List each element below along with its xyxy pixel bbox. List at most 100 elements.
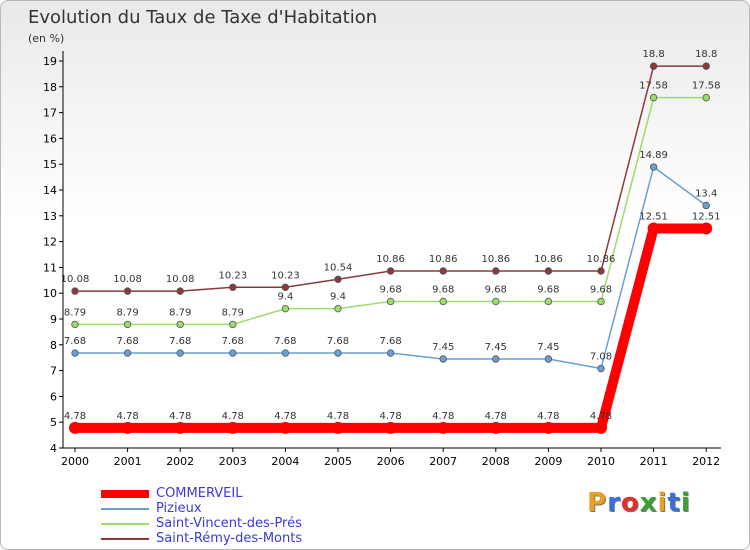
y-tick-label: 13 [43, 210, 57, 223]
data-label-saint-vincent-des-pres: 17.58 [639, 81, 668, 92]
legend-swatch [101, 523, 149, 525]
data-point-saint-vincent-des-pres [386, 297, 395, 306]
data-point-commerveil [69, 421, 81, 434]
data-label-pizieux: 7.08 [590, 352, 612, 363]
legend-label: Pizieux [156, 501, 202, 516]
data-label-commerveil: 4.78 [590, 411, 612, 422]
x-tick-label: 2012 [692, 455, 720, 468]
data-point-pizieux [492, 355, 500, 363]
x-tick-label: 2006 [377, 455, 405, 468]
data-point-saint-remy-des-monts [492, 267, 500, 275]
y-tick-label: 9 [50, 313, 57, 326]
data-label-commerveil: 12.51 [692, 211, 721, 222]
data-label-pizieux: 7.45 [432, 342, 454, 353]
y-tick-label: 8 [50, 339, 57, 352]
legend-label: Saint-Rémy-des-Monts [156, 531, 303, 546]
data-label-pizieux: 7.68 [379, 336, 401, 347]
data-point-saint-vincent-des-pres [176, 320, 184, 329]
data-point-saint-remy-des-monts [176, 287, 184, 295]
data-label-commerveil: 4.78 [64, 411, 86, 422]
data-point-saint-remy-des-monts [281, 283, 290, 291]
data-point-commerveil [384, 421, 397, 434]
data-point-saint-remy-des-monts [597, 267, 605, 275]
data-label-saint-vincent-des-pres: 8.79 [222, 307, 244, 318]
data-label-pizieux: 7.68 [169, 336, 191, 347]
data-point-saint-vincent-des-pres [123, 320, 132, 329]
data-label-saint-remy-des-monts: 10.86 [587, 254, 616, 265]
data-label-saint-vincent-des-pres: 9.68 [485, 284, 507, 295]
data-point-saint-vincent-des-pres [492, 297, 500, 306]
legend-swatch [101, 490, 149, 498]
data-point-pizieux [176, 349, 184, 357]
chart-title: Evolution du Taux de Taxe d'Habitation [28, 7, 378, 28]
data-point-pizieux [386, 349, 395, 357]
y-tick-label: 7 [50, 365, 57, 378]
data-label-saint-remy-des-monts: 10.08 [113, 274, 142, 285]
data-label-saint-remy-des-monts: 10.08 [166, 274, 195, 285]
data-point-saint-vincent-des-pres [439, 297, 447, 306]
legend-label: Saint-Vincent-des-Prés [156, 516, 302, 531]
logo-letter: i [680, 488, 691, 518]
data-label-saint-remy-des-monts: 18.8 [695, 49, 717, 60]
data-label-pizieux: 7.68 [64, 336, 86, 347]
data-label-commerveil: 4.78 [116, 411, 138, 422]
data-point-saint-vincent-des-pres [649, 93, 658, 102]
data-point-pizieux [649, 163, 658, 171]
data-label-saint-vincent-des-pres: 8.79 [116, 307, 138, 318]
y-tick-label: 11 [43, 261, 57, 274]
data-point-pizieux [229, 349, 237, 357]
data-label-saint-remy-des-monts: 10.86 [376, 254, 405, 265]
data-point-saint-remy-des-monts [334, 275, 342, 283]
data-label-pizieux: 7.68 [327, 336, 349, 347]
data-label-commerveil: 4.78 [274, 411, 296, 422]
data-label-saint-vincent-des-pres: 9.68 [537, 284, 559, 295]
data-point-saint-vincent-des-pres [71, 320, 79, 329]
data-label-saint-vincent-des-pres: 9.68 [379, 284, 401, 295]
data-label-commerveil: 12.51 [639, 211, 668, 222]
data-label-pizieux: 7.45 [485, 342, 507, 353]
data-point-saint-vincent-des-pres [334, 304, 342, 313]
data-point-pizieux [334, 349, 342, 357]
data-label-commerveil: 4.78 [432, 411, 454, 422]
data-point-commerveil [595, 421, 607, 434]
data-point-saint-vincent-des-pres [281, 304, 290, 313]
data-point-commerveil [700, 222, 713, 235]
y-tick-label: 15 [43, 158, 57, 171]
y-tick-label: 14 [43, 184, 57, 197]
data-label-saint-vincent-des-pres: 9.4 [277, 292, 293, 303]
data-label-saint-vincent-des-pres: 9.4 [330, 292, 346, 303]
y-tick-label: 17 [43, 107, 57, 120]
data-label-commerveil: 4.78 [379, 411, 401, 422]
data-point-commerveil [226, 421, 239, 434]
data-label-commerveil: 4.78 [537, 411, 559, 422]
data-point-pizieux [702, 201, 710, 210]
x-tick-label: 2004 [271, 455, 299, 468]
y-tick-label: 10 [43, 287, 57, 300]
logo-letter: o [620, 488, 640, 518]
x-tick-label: 2007 [429, 455, 457, 468]
data-label-saint-remy-des-monts: 18.8 [642, 49, 664, 60]
data-label-commerveil: 4.78 [485, 411, 507, 422]
data-point-saint-remy-des-monts [439, 267, 447, 275]
data-label-pizieux: 13.4 [695, 188, 717, 199]
data-point-commerveil [542, 421, 555, 434]
data-point-saint-remy-des-monts [229, 283, 237, 291]
data-point-saint-remy-des-monts [649, 62, 658, 70]
y-tick-label: 18 [43, 81, 57, 94]
x-tick-label: 2008 [482, 455, 510, 468]
data-point-saint-vincent-des-pres [544, 297, 553, 306]
data-point-pizieux [123, 349, 132, 357]
y-tick-label: 5 [50, 416, 57, 429]
data-label-saint-vincent-des-pres: 9.68 [590, 284, 612, 295]
data-point-pizieux [71, 349, 79, 357]
data-label-commerveil: 4.78 [222, 411, 244, 422]
x-tick-label: 2000 [61, 455, 89, 468]
data-label-saint-remy-des-monts: 10.54 [324, 262, 353, 273]
x-tick-label: 2002 [166, 455, 194, 468]
x-tick-label: 2009 [534, 455, 562, 468]
logo-letter: r [607, 488, 621, 518]
data-point-saint-vincent-des-pres [597, 297, 605, 306]
data-label-saint-remy-des-monts: 10.86 [534, 254, 563, 265]
data-point-saint-remy-des-monts [386, 267, 395, 275]
